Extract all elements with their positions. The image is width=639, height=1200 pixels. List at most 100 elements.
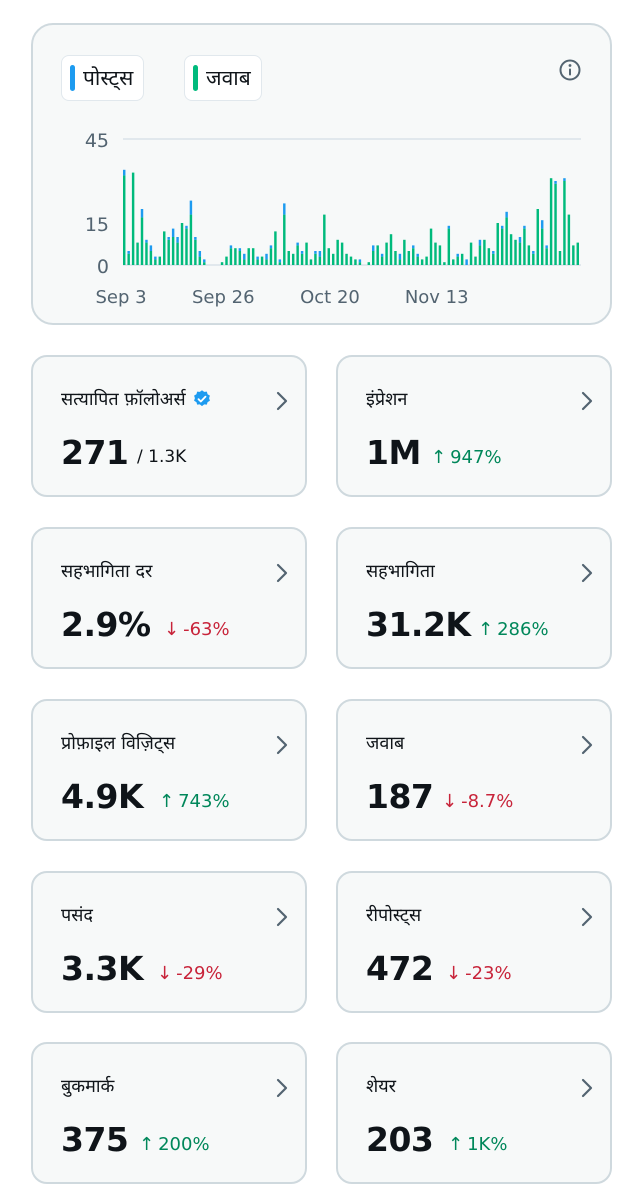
post-bar — [127, 251, 130, 254]
stat-card-bookmarks[interactable]: बुकमार्क 375 ↑ 200% — [31, 1042, 307, 1184]
reply-bar — [407, 251, 411, 265]
reply-bar — [127, 253, 130, 265]
reply-bar — [434, 242, 437, 265]
reply-bar — [189, 214, 193, 265]
reply-bar — [123, 175, 126, 265]
stat-value: 3.3K — [61, 949, 144, 988]
stat-card-likes[interactable]: पसंद 3.3K ↓ -29% — [31, 871, 307, 1013]
x-tick-label: Nov 13 — [405, 287, 469, 308]
reply-bar — [256, 259, 259, 265]
reply-bar — [474, 256, 477, 265]
stat-value: 2.9% — [61, 605, 151, 644]
reply-bar — [336, 239, 339, 265]
post-bar — [194, 237, 197, 240]
reply-bar — [171, 237, 175, 265]
info-icon[interactable] — [558, 58, 582, 82]
stat-card-engagements[interactable]: सहभागिता 31.2K ↑ 286% — [336, 527, 612, 669]
reply-bar — [545, 248, 548, 265]
stat-card-replies[interactable]: जवाब 187 ↓ -8.7% — [336, 699, 612, 841]
stat-card-reposts[interactable]: रीपोस्ट्स 472 ↓ -23% — [336, 871, 612, 1013]
reply-bar — [349, 256, 353, 265]
post-bar — [171, 228, 175, 237]
reply-bar — [158, 256, 162, 265]
post-bar — [140, 209, 144, 218]
post-bar — [198, 251, 202, 257]
bar-chart: 0 15 45 Sep 3 Sep 26 Oct 20 Nov 13 — [85, 130, 581, 308]
post-bar — [229, 245, 233, 249]
reply-bar — [229, 248, 233, 265]
stat-change-value: 947% — [450, 447, 502, 468]
arrow-down-icon: ↓ — [157, 963, 173, 984]
stat-change-value: 1K% — [467, 1134, 508, 1155]
reply-bar — [505, 217, 508, 265]
reply-bar — [327, 248, 330, 265]
reply-bar — [509, 234, 513, 265]
y-tick-label: 0 — [97, 256, 109, 278]
reply-bar — [492, 253, 495, 265]
reply-bar — [518, 242, 522, 265]
stat-value: 375 — [61, 1120, 129, 1159]
post-bar — [523, 225, 526, 229]
x-tick-label: Sep 3 — [95, 287, 146, 308]
reply-bar — [496, 223, 499, 265]
post-bar — [203, 259, 206, 263]
stat-change: ↓ -8.7% — [442, 791, 513, 812]
post-bar — [300, 251, 304, 254]
arrow-up-icon: ↑ — [448, 1134, 464, 1155]
post-bar — [447, 225, 451, 229]
post-bar — [492, 251, 495, 254]
legend-replies[interactable]: जवाब — [184, 55, 262, 101]
stat-change-value: -23% — [465, 963, 512, 984]
reply-bar — [514, 239, 517, 265]
reply-bar — [340, 242, 344, 265]
stat-label: सहभागिता — [366, 561, 435, 582]
stat-change-value: 743% — [178, 791, 230, 812]
chevron-right-icon — [276, 907, 288, 927]
post-bar — [416, 253, 419, 257]
stat-change-value: -29% — [176, 963, 223, 984]
reply-bar — [443, 262, 446, 265]
stat-card-shares[interactable]: शेयर 203 ↑ 1K% — [336, 1042, 612, 1184]
reply-bar — [554, 183, 557, 265]
post-bar — [269, 245, 273, 249]
post-bar — [456, 253, 459, 257]
posts-swatch — [70, 65, 75, 91]
reply-bar — [225, 256, 228, 265]
post-bar — [372, 245, 375, 251]
stat-card-engagement-rate[interactable]: सहभागिता दर 2.9% ↓ -63% — [31, 527, 307, 669]
post-bar — [554, 181, 557, 184]
stat-card-verified-followers[interactable]: सत्यापित फ़ॉलोअर्स 271 / 1.3K — [31, 355, 307, 497]
post-bar — [154, 256, 157, 260]
reply-bar — [425, 256, 428, 265]
reply-bar — [358, 262, 362, 265]
x-tick-label: Sep 26 — [192, 287, 255, 308]
chevron-right-icon — [276, 735, 288, 755]
reply-bar — [412, 248, 415, 265]
reply-bar — [487, 248, 491, 265]
stat-card-impressions[interactable]: इंप्रेशन 1M ↑ 947% — [336, 355, 612, 497]
post-bar — [238, 248, 242, 251]
legend-posts[interactable]: पोस्ट्स — [61, 55, 145, 101]
stat-change-value: 286% — [497, 619, 549, 640]
post-bar — [380, 253, 384, 257]
stat-label: जवाब — [366, 733, 405, 754]
reply-bar — [331, 253, 335, 265]
post-bar — [532, 251, 535, 254]
reply-bar — [163, 231, 166, 265]
reply-bar — [309, 259, 313, 265]
chevron-right-icon — [581, 1078, 593, 1098]
chevron-right-icon — [276, 1078, 288, 1098]
stat-change: ↑ 947% — [431, 447, 502, 468]
stat-value: 271 — [61, 433, 129, 472]
stat-card-profile-visits[interactable]: प्रोफ़ाइल विज़िट्स 4.9K ↑ 743% — [31, 699, 307, 841]
stat-change: ↓ -63% — [164, 619, 230, 640]
reply-bar — [549, 178, 553, 265]
reply-bar — [563, 181, 566, 265]
reply-bar — [269, 248, 273, 265]
reply-bar — [456, 256, 459, 265]
stat-change: ↑ 743% — [159, 791, 230, 812]
reply-bar — [398, 259, 402, 265]
stat-total: / 1.3K — [137, 447, 187, 467]
stat-value: 187 — [366, 777, 434, 816]
reply-bar — [558, 251, 562, 265]
